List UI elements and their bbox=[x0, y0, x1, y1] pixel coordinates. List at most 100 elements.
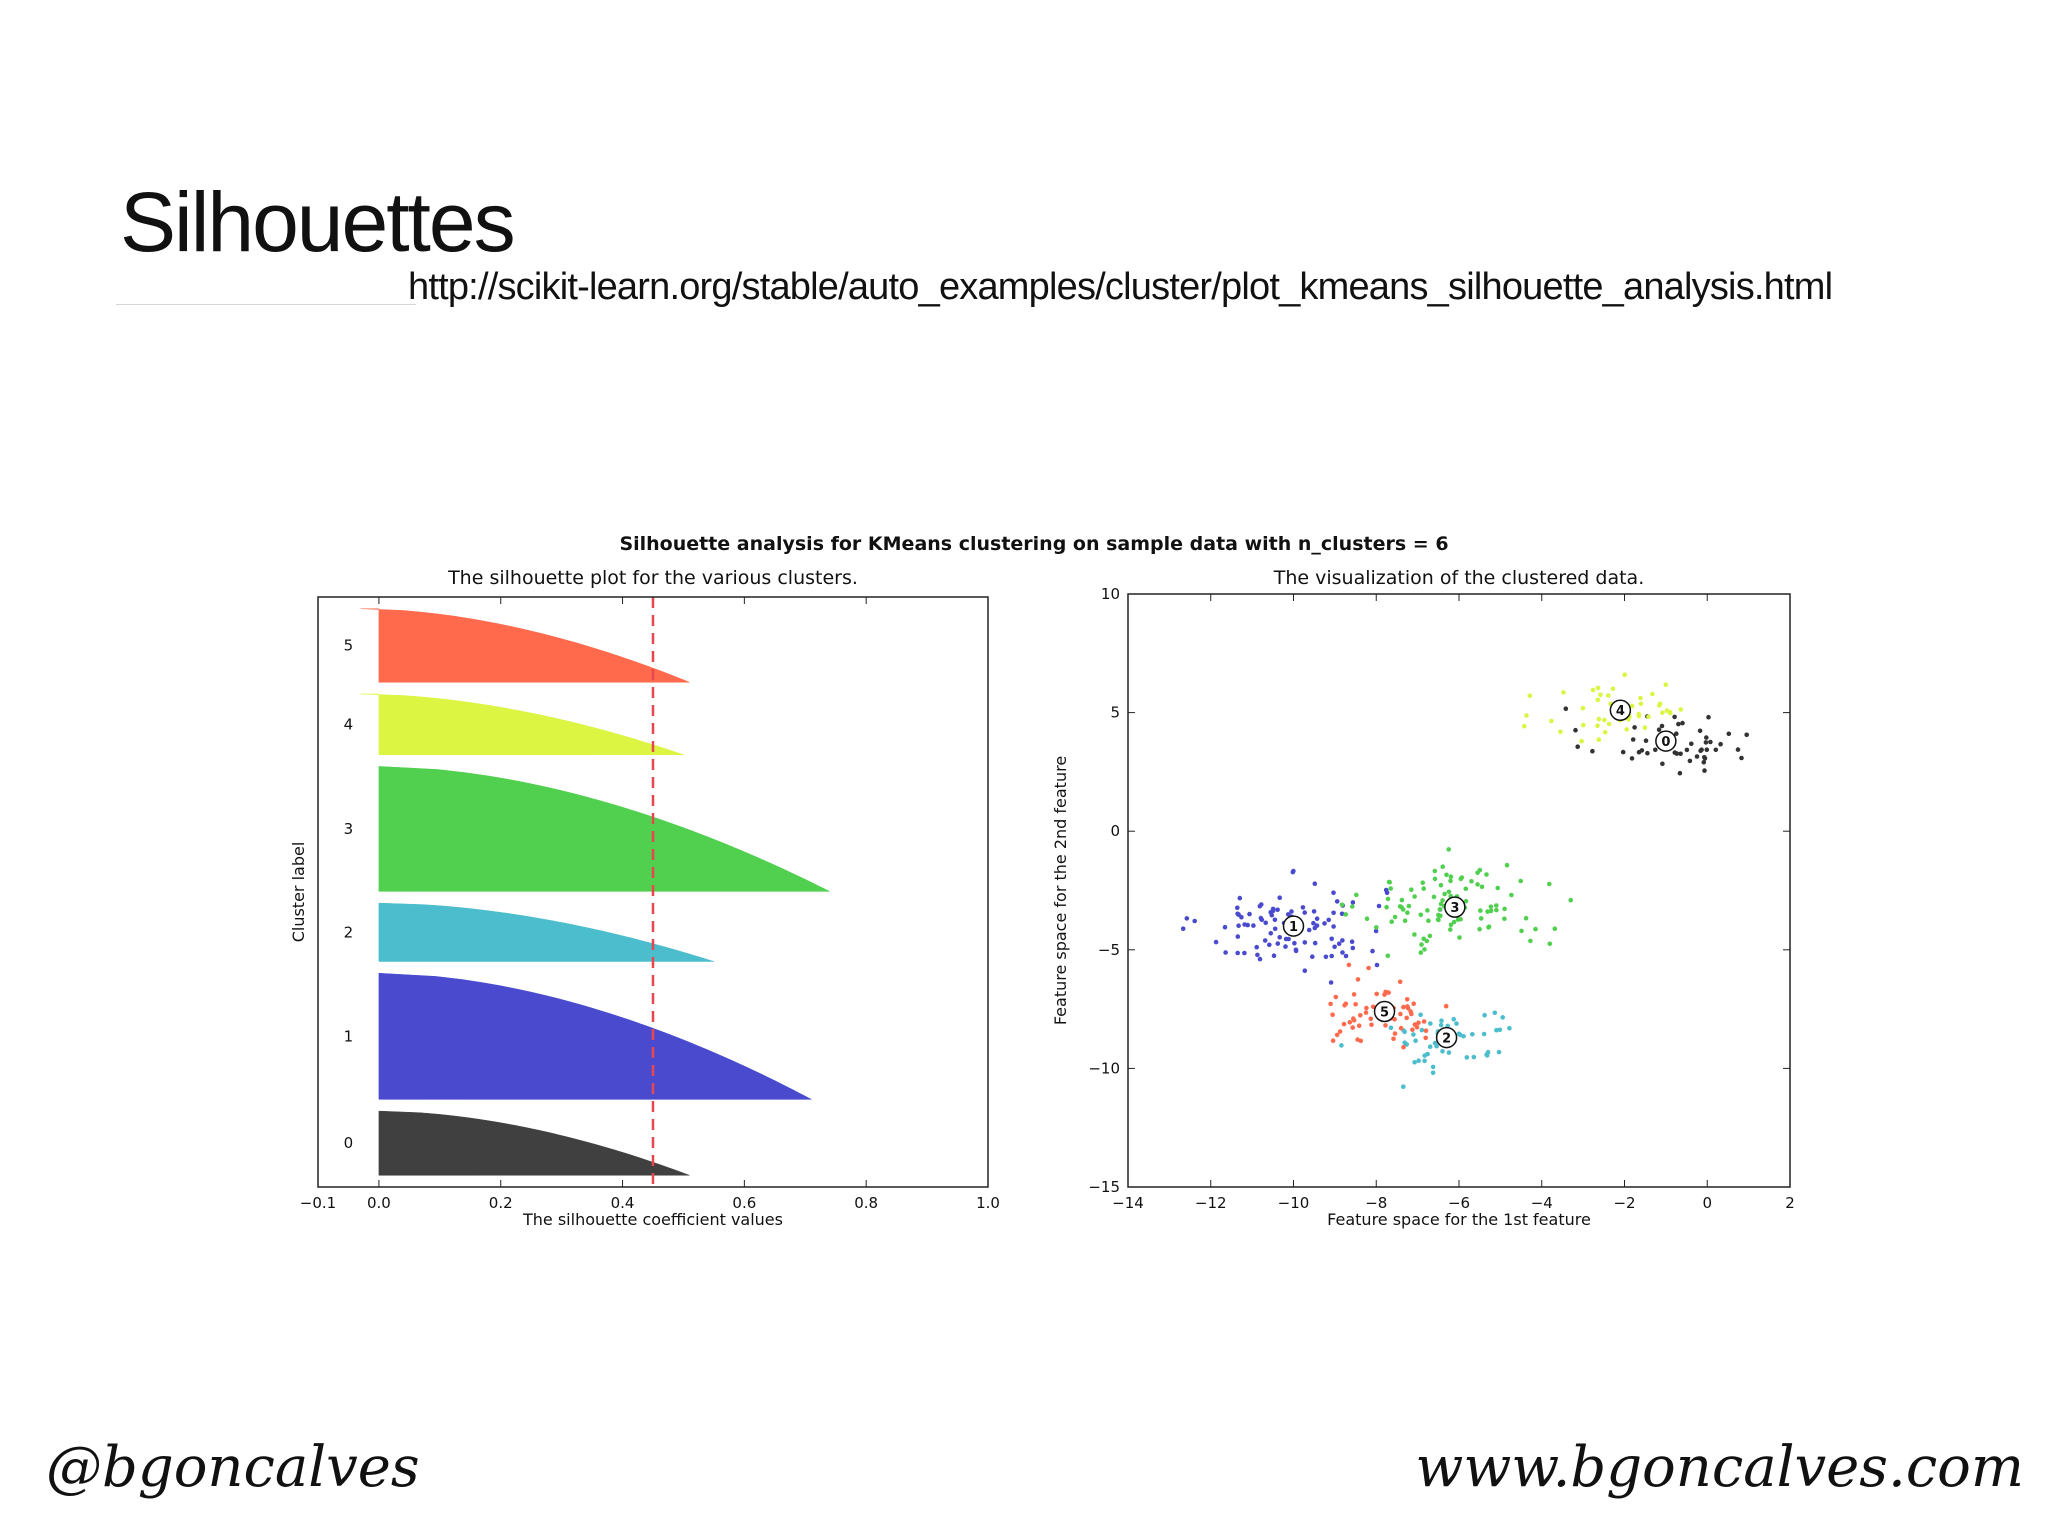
scatter-point bbox=[1697, 728, 1703, 734]
scatter-point bbox=[1437, 907, 1443, 912]
title-underline bbox=[116, 304, 416, 305]
scatter-point bbox=[1272, 926, 1278, 932]
scatter-point bbox=[1438, 901, 1444, 907]
footer-handle: @bgoncalves bbox=[46, 1435, 420, 1500]
scatter-point bbox=[1488, 908, 1494, 914]
cluster-scatter-plot: 0 1 2 3 4 5 −14 −12 −10 −8 −6 −4 −2 0 2 −15 −10 −5 0 5 10 The… bbox=[1051, 567, 1795, 1229]
scatter-point bbox=[1283, 944, 1288, 949]
scatter-point bbox=[1328, 1001, 1333, 1007]
scatter-point bbox=[1411, 1032, 1416, 1037]
scatter-point bbox=[1595, 685, 1601, 691]
scatter-point bbox=[1558, 729, 1563, 735]
scatter-point bbox=[1428, 1021, 1433, 1026]
x-tick-label: −2 bbox=[1613, 1194, 1635, 1212]
scatter-point bbox=[1602, 717, 1607, 723]
source-url[interactable]: http://scikit-learn.org/stable/auto_exam… bbox=[408, 266, 1833, 308]
silhouette-plot-title: The silhouette plot for the various clus… bbox=[447, 567, 858, 589]
scatter-point bbox=[1369, 1022, 1374, 1028]
scatter-point bbox=[1364, 1005, 1369, 1011]
scatter-point bbox=[1331, 910, 1336, 916]
scatter-point bbox=[1397, 904, 1403, 909]
scatter-point bbox=[1507, 1025, 1512, 1031]
scatter-point bbox=[1522, 723, 1527, 729]
cluster-label-5: 5 bbox=[344, 636, 354, 654]
scatter-point bbox=[1350, 945, 1356, 951]
scatter-point bbox=[1340, 938, 1345, 943]
scatter-point bbox=[1704, 735, 1709, 740]
scatter-point bbox=[1435, 917, 1441, 922]
cluster-center-label-0: 0 bbox=[1661, 735, 1670, 750]
scatter-point bbox=[1306, 927, 1312, 933]
scatter-point bbox=[1416, 1058, 1421, 1063]
figure-suptitle: Silhouette analysis for KMeans clusterin… bbox=[619, 533, 1448, 555]
scatter-point bbox=[1606, 721, 1612, 727]
scatter-point bbox=[1409, 887, 1414, 892]
scatter-point bbox=[1358, 1013, 1363, 1018]
scatter-point bbox=[1413, 1038, 1418, 1043]
scatter-point bbox=[1519, 928, 1524, 934]
scatter-point bbox=[1268, 931, 1274, 936]
x-tick-label: 0 bbox=[1702, 1194, 1712, 1212]
scatter-point bbox=[1385, 896, 1391, 902]
scatter-point bbox=[1620, 749, 1626, 755]
scatter-point bbox=[1471, 1054, 1477, 1060]
silhouette-band-cluster-5 bbox=[360, 608, 690, 683]
footer-website[interactable]: www.bgoncalves.com bbox=[1415, 1435, 2024, 1500]
scatter-point bbox=[1659, 723, 1665, 729]
scatter-point bbox=[1411, 1001, 1416, 1006]
scatter-point bbox=[1689, 741, 1694, 747]
x-tick-label: 0.0 bbox=[367, 1194, 391, 1212]
scatter-point bbox=[1484, 1053, 1490, 1058]
scatter-point bbox=[1255, 952, 1260, 958]
scatter-point bbox=[1342, 1003, 1347, 1008]
scatter-point bbox=[1277, 895, 1282, 900]
scatter-point bbox=[1392, 1031, 1398, 1036]
scatter-point bbox=[1457, 935, 1462, 940]
scatter-point bbox=[1346, 962, 1352, 968]
scatter-point bbox=[1351, 992, 1357, 997]
y-tick-label: 5 bbox=[1110, 704, 1120, 722]
scatter-point bbox=[1356, 1023, 1362, 1028]
scatter-point bbox=[1573, 727, 1578, 733]
scatter-point bbox=[1404, 1015, 1409, 1021]
scatter-point bbox=[1706, 714, 1711, 720]
silhouette-band-cluster-1 bbox=[378, 972, 812, 1100]
scatter-point bbox=[1596, 716, 1602, 722]
scatter-point bbox=[1368, 1016, 1374, 1022]
scatter-point bbox=[1323, 954, 1329, 960]
scatter-point bbox=[1430, 1064, 1436, 1070]
scatter-point bbox=[1353, 1002, 1358, 1007]
scatter-point bbox=[1464, 1055, 1470, 1060]
scatter-point bbox=[1363, 1010, 1369, 1015]
y-tick-label: −10 bbox=[1088, 1059, 1120, 1077]
scatter-point bbox=[1636, 711, 1642, 717]
scatter-point bbox=[1624, 727, 1629, 732]
scatter-point bbox=[1575, 744, 1580, 749]
scatter-point bbox=[1343, 953, 1349, 959]
scatter-point bbox=[1405, 1004, 1410, 1009]
scatter-point bbox=[1643, 738, 1649, 743]
scatter-point bbox=[1458, 876, 1464, 882]
scatter-point bbox=[1502, 906, 1507, 912]
silhouette-band-cluster-4 bbox=[360, 693, 684, 755]
scatter-point bbox=[1674, 731, 1679, 736]
scatter-point bbox=[1698, 748, 1703, 753]
scatter-point bbox=[1267, 942, 1272, 948]
scatter-point bbox=[1333, 994, 1339, 1000]
scatter-point bbox=[1247, 911, 1252, 917]
scatter-point bbox=[1382, 992, 1387, 997]
silhouette-y-axis-label: Cluster label bbox=[289, 842, 308, 943]
scatter-point bbox=[1235, 905, 1240, 911]
scatter-y-axis-label: Feature space for the 2nd feature bbox=[1051, 756, 1070, 1025]
x-tick-label: 0.6 bbox=[732, 1194, 756, 1212]
scatter-point bbox=[1339, 1043, 1344, 1048]
scatter-point bbox=[1421, 886, 1426, 891]
scatter-point bbox=[1326, 917, 1331, 923]
scatter-point bbox=[1735, 747, 1741, 752]
scatter-point bbox=[1581, 722, 1586, 728]
scatter-point bbox=[1408, 1009, 1413, 1014]
scatter-point bbox=[1427, 933, 1433, 939]
scatter-point bbox=[1419, 1027, 1425, 1033]
scatter-point bbox=[1257, 956, 1263, 962]
scatter-point bbox=[1374, 991, 1379, 997]
